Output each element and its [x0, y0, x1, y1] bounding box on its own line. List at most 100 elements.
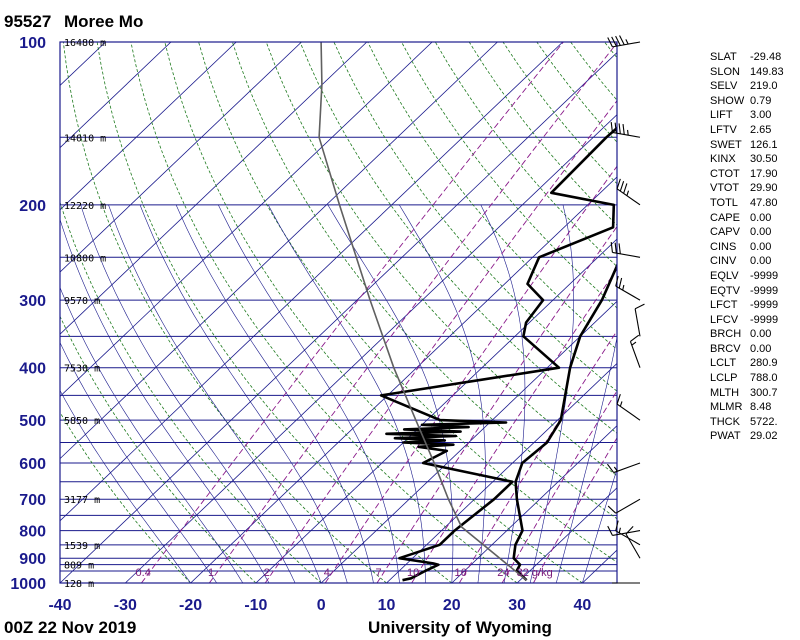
wind-barb-flag [616, 178, 621, 189]
index-name: CAPE [710, 211, 740, 224]
index-row: KINX 30.50 [710, 152, 800, 167]
mixing-ratio-line [411, 268, 617, 583]
wind-barb-flag [618, 277, 623, 289]
mixing-ratio-line [376, 225, 617, 583]
index-name: CINS [710, 240, 737, 253]
wind-barb [610, 121, 641, 138]
index-row: LCLT 280.9 [710, 356, 800, 371]
index-value: 219.0 [750, 80, 778, 93]
wind-barb-flag [615, 520, 619, 531]
pressure-tick-label: 100 [19, 35, 46, 52]
moist-adiabat-line [60, 218, 270, 583]
wind-barb-flag [607, 37, 613, 48]
wind-barb [615, 275, 641, 301]
index-value: -9999 [750, 313, 779, 326]
height-label: 12220 m [64, 201, 106, 212]
mixing-ratio-line [141, 42, 564, 583]
index-name: SHOW [710, 94, 745, 107]
index-name: CAPV [710, 226, 740, 239]
index-value: 5722. [750, 415, 778, 428]
index-row: LIFT 3.00 [710, 108, 800, 123]
wind-barb-staff [612, 530, 641, 536]
pressure-tick-label: 700 [19, 492, 46, 509]
isotherm-line [60, 42, 498, 460]
wind-barb-staff [615, 498, 641, 514]
wind-barb-half-flag [622, 284, 625, 291]
index-row: CAPE 0.00 [710, 211, 800, 226]
index-name: MLTH [710, 386, 740, 399]
stability-indices: SLAT -29.48 SLON 149.83 SELV 219.0 SHOW 0.79 LIF… [710, 50, 800, 444]
wind-barb-flag [607, 505, 617, 514]
index-name: VTOT [710, 182, 740, 195]
index-name: EQTV [710, 284, 740, 297]
mixing-ratio-label: 16 [455, 567, 467, 579]
wind-barb-flag [615, 35, 621, 46]
index-value: 0.79 [750, 94, 772, 107]
moist-adiabat-line [60, 341, 217, 583]
isotherm-line [60, 42, 433, 397]
wind-barb-half-flag [626, 190, 630, 196]
isotherm-line [255, 238, 617, 583]
index-name: LIFT [710, 109, 733, 122]
height-label: 14010 m [64, 133, 106, 144]
index-row: TOTL 47.80 [710, 196, 800, 211]
isotherm-line [190, 176, 617, 583]
temperature-tick-label: 30 [508, 597, 526, 614]
height-label: 1539 m [64, 541, 100, 552]
isotherm-line [60, 42, 237, 211]
parcel-trace [318, 42, 528, 581]
index-name: TOTL [710, 196, 738, 209]
dry-adiabat-line [198, 42, 617, 563]
wind-barb-half-flag [631, 341, 637, 346]
temperature-tick-label: -20 [179, 597, 202, 614]
temperature-tick-label: -30 [114, 597, 137, 614]
index-value: 0.00 [750, 211, 772, 224]
wind-barb [607, 462, 641, 474]
mixing-ratio-line [533, 436, 617, 583]
index-value: 3.00 [750, 109, 772, 122]
index-row: THCK 5722. [710, 415, 800, 430]
isotherm-line [60, 42, 302, 273]
height-label: 16480 m [64, 38, 106, 49]
index-value: 29.90 [750, 182, 778, 195]
pressure-tick-label: 900 [19, 551, 46, 568]
dry-adiabat-line [265, 42, 617, 477]
index-value: 0.00 [750, 342, 772, 355]
mixing-ratio-label: 0.4 [136, 567, 151, 579]
index-name: KINX [710, 153, 736, 166]
isotherm-line [60, 42, 172, 149]
moist-adiabat-line [80, 204, 296, 583]
data-source: University of Wyoming [368, 618, 552, 637]
temperature-tick-label: 20 [443, 597, 461, 614]
dry-adiabat-line [232, 42, 617, 520]
temperature-tick-label: 10 [378, 597, 396, 614]
dry-adiabat-line [434, 42, 617, 268]
height-label: 7530 m [64, 364, 100, 375]
index-value: 30.50 [750, 153, 778, 166]
moist-adiabat-line [60, 286, 244, 583]
index-name: BRCV [710, 342, 741, 355]
moist-adiabat-line [327, 204, 454, 583]
moist-adiabat-line [399, 204, 486, 583]
wind-barbs [607, 35, 645, 584]
wind-barb-flag [618, 123, 621, 134]
index-value: 0.00 [750, 255, 772, 268]
index-row: MLTH 300.7 [710, 386, 800, 401]
wind-barb-staff [615, 530, 641, 546]
wind-barb-half-flag [627, 129, 629, 136]
index-row: SLAT -29.48 [710, 50, 800, 65]
index-row: EQTV -9999 [710, 284, 800, 299]
isotherm-line [516, 487, 617, 583]
wind-barb [629, 334, 641, 368]
wind-barb-staff [615, 285, 641, 301]
wind-barb-flag [610, 121, 613, 133]
index-row: PWAT 29.02 [710, 429, 800, 444]
index-row: VTOT 29.90 [710, 181, 800, 196]
index-name: BRCH [710, 328, 742, 341]
index-value: 17.90 [750, 167, 778, 180]
isotherm-line [60, 42, 564, 522]
wind-barb-flag [616, 393, 621, 405]
station-name: Moree Mo [64, 12, 143, 31]
dry-adiabat-line [164, 42, 583, 583]
